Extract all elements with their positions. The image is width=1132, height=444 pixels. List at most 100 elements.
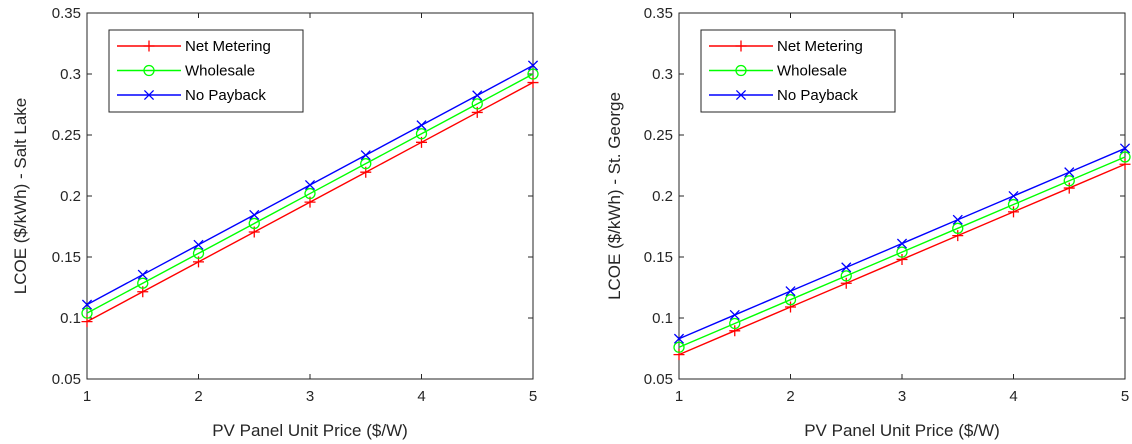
data-point-plus [840, 277, 852, 289]
x-tick-label: 2 [194, 388, 202, 405]
data-point-circle [360, 158, 372, 170]
legend-item: No Payback [709, 87, 858, 104]
data-point-x [137, 269, 148, 280]
x-tick-label: 4 [1009, 388, 1017, 405]
x-axis-label: PV Panel Unit Price ($/W) [804, 421, 1000, 440]
y-tick-label: 0.05 [644, 371, 673, 388]
data-point-circle [143, 64, 155, 77]
legend-item: Net Metering [117, 38, 271, 55]
y-tick-label: 0.1 [60, 310, 81, 327]
data-point-plus [1119, 158, 1131, 170]
x-tick-label: 3 [306, 388, 314, 405]
series-no-payback [81, 60, 539, 310]
legend-label: Wholesale [777, 63, 847, 80]
y-tick-label: 0.05 [52, 371, 81, 388]
legend-label: No Payback [185, 87, 266, 104]
chart-panel-1: 1 2 3 4 5 0.05 0.1 0.15 0.2 0.25 0.3 0.35 PV Panel U… [11, 5, 539, 440]
x-tick-label: 2 [786, 388, 794, 405]
y-tick-label: 0.2 [60, 188, 81, 205]
data-point-x [952, 214, 963, 225]
legend-item: Wholesale [709, 63, 847, 80]
data-point-circle [1119, 151, 1131, 163]
legend: Net Metering Wholesale No Payback [108, 29, 304, 113]
y-tick-label: 0.15 [52, 249, 81, 266]
legend: Net Metering Wholesale No Payback [700, 29, 896, 113]
data-point-circle [415, 128, 428, 140]
series-no-payback [673, 143, 1131, 344]
data-point-x [896, 238, 908, 249]
data-point-circle [952, 222, 964, 234]
data-point-x [360, 150, 371, 161]
legend-item: Wholesale [117, 63, 255, 80]
data-point-x [249, 209, 260, 220]
data-point-x [81, 299, 93, 310]
data-point-circle [192, 247, 205, 259]
data-point-circle [471, 98, 483, 110]
data-point-circle [729, 317, 741, 330]
data-point-x [735, 89, 747, 101]
data-point-x [416, 120, 427, 131]
data-point-x [527, 60, 539, 71]
chart-panel-2: 1 2 3 4 5 0.05 0.1 0.15 0.2 0.25 0.3 0.35 PV Panel U… [605, 5, 1131, 440]
y-axis-label: LCOE ($/kWh) - St. George [605, 92, 624, 300]
x-tick-label: 5 [1121, 388, 1129, 405]
y-axis-label: LCOE ($/kWh) - Salt Lake [11, 98, 30, 295]
y-tick-label: 0.15 [644, 249, 673, 266]
x-tick-label: 1 [83, 388, 91, 405]
y-tick-label: 0.35 [644, 5, 673, 22]
data-point-circle [896, 246, 908, 258]
data-point-plus [735, 40, 747, 52]
data-point-circle [1063, 175, 1075, 187]
y-tick-label: 0.25 [52, 127, 81, 144]
x-tick-label: 5 [529, 388, 537, 405]
data-point-circle [81, 307, 93, 319]
data-point-x [193, 239, 204, 250]
legend-label: Net Metering [777, 38, 863, 55]
y-tick-label: 0.2 [652, 188, 673, 205]
data-point-circle [248, 217, 260, 230]
data-point-x [1064, 167, 1075, 178]
data-point-circle [137, 277, 149, 289]
data-point-plus [729, 325, 741, 337]
x-axis-label: PV Panel Unit Price ($/W) [212, 421, 408, 440]
series-line [678, 156, 1126, 348]
data-point-circle [784, 294, 797, 306]
data-point-plus [952, 230, 964, 242]
data-point-circle [527, 68, 539, 80]
data-point-x [1119, 143, 1131, 154]
legend-label: Wholesale [185, 63, 255, 80]
data-point-x [1008, 190, 1019, 202]
data-point-circle [673, 341, 685, 353]
y-tick-label: 0.3 [652, 66, 673, 83]
data-point-plus [1063, 182, 1075, 194]
y-tick-label: 0.3 [60, 66, 81, 83]
data-point-plus [143, 40, 155, 52]
series-line [86, 73, 534, 314]
data-point-x [143, 89, 155, 101]
data-point-plus [785, 301, 796, 313]
x-tick-label: 3 [898, 388, 906, 405]
y-tick-label: 0.1 [652, 310, 673, 327]
data-point-circle [735, 64, 747, 77]
data-point-x [841, 262, 852, 273]
data-point-x [785, 286, 796, 297]
data-point-x [673, 333, 685, 344]
x-tick-label: 1 [675, 388, 683, 405]
legend-label: No Payback [777, 87, 858, 104]
data-point-plus [673, 349, 685, 361]
legend-item: No Payback [117, 87, 266, 104]
data-point-plus [896, 253, 908, 265]
y-tick-label: 0.25 [644, 127, 673, 144]
data-point-x [304, 179, 316, 191]
data-point-plus [1008, 206, 1019, 218]
series-wholesale [673, 151, 1131, 353]
x-tick-label: 4 [417, 388, 425, 405]
data-point-x [472, 90, 483, 101]
legend-item: Net Metering [709, 38, 863, 55]
data-point-circle [840, 270, 852, 282]
data-point-x [729, 309, 740, 321]
series-net-metering [673, 158, 1131, 361]
legend-label: Net Metering [185, 38, 271, 55]
series-wholesale [81, 68, 539, 319]
